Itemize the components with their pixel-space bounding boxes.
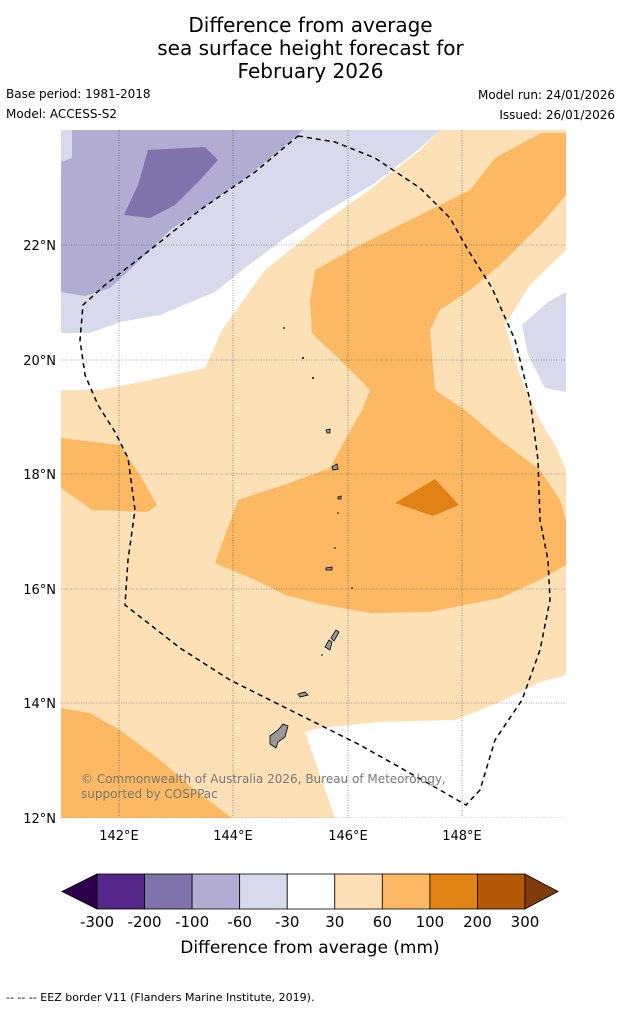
colorbar-swatch-2 <box>191 873 241 910</box>
islet-3 <box>312 377 314 379</box>
colorbar-tick-0: -300 <box>80 913 114 931</box>
colorbar-extend-low <box>61 873 98 910</box>
colorbar-tick-7: 100 <box>416 913 445 931</box>
colorbar-ticks: -300 -200 -100 -60 -30 30 60 100 200 300 <box>80 913 539 931</box>
contour-60-100-main <box>215 133 566 613</box>
colorbar-swatch-3 <box>239 873 288 910</box>
island-alamagan <box>337 495 342 500</box>
colorbar-tick-3: -60 <box>227 913 252 931</box>
colorbar-tick-2: -100 <box>175 913 209 931</box>
lon-label-144: 144°E <box>213 829 253 844</box>
lat-label-14: 14°N <box>23 697 56 712</box>
colorbar-label: Difference from average (mm) <box>180 938 439 958</box>
islet-4 <box>337 512 339 514</box>
colorbar-swatch-6 <box>381 873 431 910</box>
islet-6 <box>351 587 353 589</box>
islet-5 <box>334 547 336 549</box>
colorbar-tick-4: -30 <box>275 913 300 931</box>
title-line-3: February 2026 <box>237 59 384 83</box>
eez-footnote: -- -- -- EEZ border V11 (Flanders Marine… <box>6 991 315 1004</box>
island-anatahan <box>325 566 333 571</box>
islet-7 <box>321 654 323 656</box>
island-pagan <box>331 463 339 471</box>
island-agrihan <box>325 428 331 434</box>
lat-label-16: 16°N <box>23 583 56 598</box>
colorbar-swatches <box>61 873 559 910</box>
colorbar-tick-1: -200 <box>128 913 162 931</box>
lat-label-22: 22°N <box>23 239 56 254</box>
colorbar-tick-5: 30 <box>325 913 344 931</box>
island-tinian <box>324 639 333 651</box>
model-label: Model: ACCESS-S2 <box>6 107 118 121</box>
gridlines <box>61 130 566 818</box>
copyright-notice: © Commonwealth of Australia 2026, Bureau… <box>81 772 446 801</box>
lat-label-12: 12°N <box>23 812 56 827</box>
colorbar-swatch-7 <box>429 873 478 910</box>
colorbar-swatch-5 <box>334 873 383 910</box>
islet-1 <box>283 327 285 329</box>
island-guam <box>269 723 289 749</box>
contour-m100-m60 <box>61 130 303 296</box>
contour-m200-m100 <box>124 147 218 218</box>
map: 22°N 20°N 18°N 16°N 14°N 12°N 142°E 144°… <box>23 130 566 844</box>
contour-100-200 <box>395 479 459 516</box>
contour-m60-m30-east <box>522 292 566 392</box>
lat-label-20: 20°N <box>23 354 56 369</box>
lon-label-146: 146°E <box>328 829 368 844</box>
colorbar-extend-high <box>524 873 559 910</box>
lon-label-148: 148°E <box>442 829 482 844</box>
colorbar-swatch-8 <box>477 873 526 910</box>
island-rota <box>297 691 309 698</box>
title-line-1: Difference from average <box>188 13 433 37</box>
contour-60-100-west <box>61 438 157 512</box>
title-line-2: sea surface height forecast for <box>157 36 464 60</box>
islet-2 <box>302 357 304 359</box>
lon-label-142: 142°E <box>99 829 139 844</box>
eez-border <box>79 135 551 806</box>
lat-label-18: 18°N <box>23 468 56 483</box>
colorbar-tick-6: 60 <box>373 913 392 931</box>
colorbar-swatch-4 <box>286 873 336 910</box>
issued-label: Issued: 26/01/2026 <box>499 108 615 122</box>
contour-neutral-southeast <box>305 675 566 818</box>
colorbar-swatch-1 <box>144 873 193 910</box>
island-saipan <box>330 629 340 642</box>
colorbar-tick-9: 300 <box>511 913 540 931</box>
colorbar-tick-8: 200 <box>463 913 492 931</box>
contour-60-100-southwest <box>61 708 232 818</box>
chart-title: Difference from average sea surface heig… <box>0 14 621 83</box>
colorbar-swatch-0 <box>96 873 145 910</box>
base-period-label: Base period: 1981-2018 <box>6 87 151 101</box>
model-run-label: Model run: 24/01/2026 <box>477 88 615 102</box>
